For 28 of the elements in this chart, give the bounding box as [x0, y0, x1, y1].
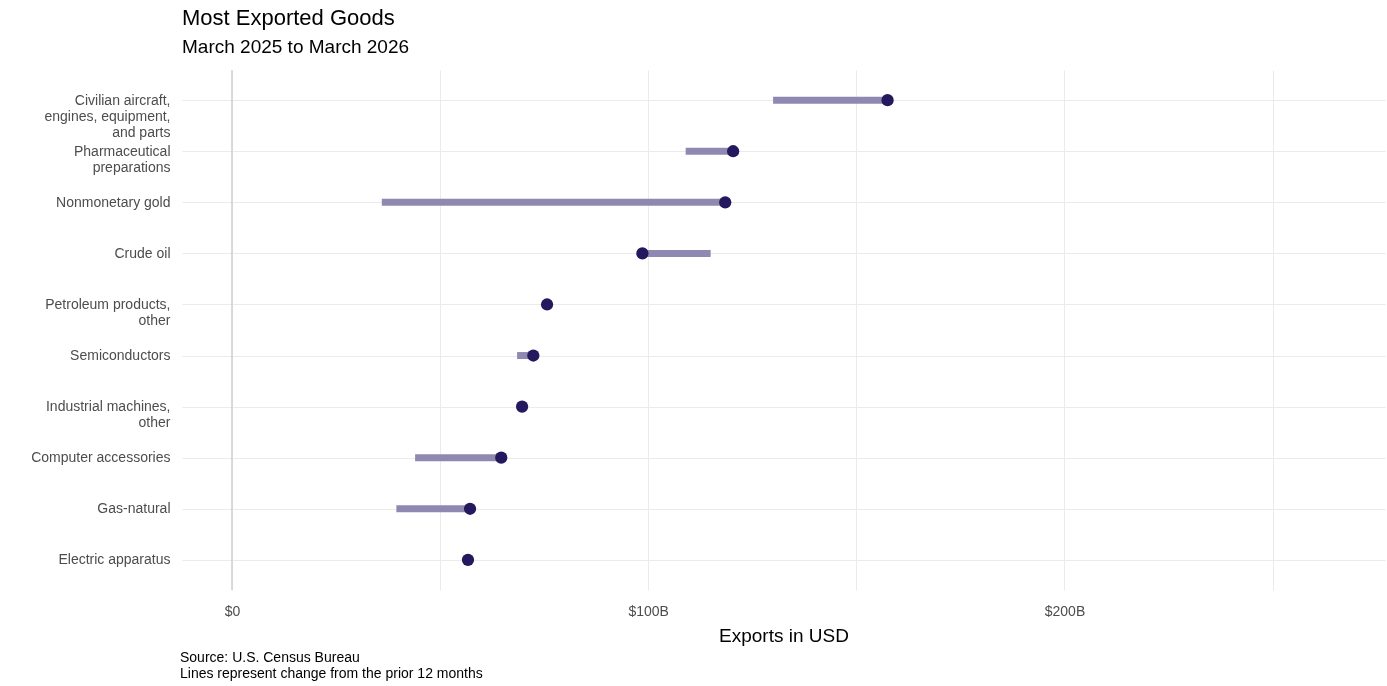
point — [461, 553, 475, 566]
y-tick-label: Nonmonetary gold — [56, 193, 171, 210]
point — [463, 502, 477, 515]
point — [495, 451, 508, 464]
y-tick-label: Semiconductors — [70, 347, 171, 364]
point — [719, 196, 732, 209]
y-tick-label: Gas-natural — [97, 500, 171, 517]
point — [636, 247, 649, 260]
point — [515, 400, 529, 413]
y-tick-label: Petroleum products, other — [45, 295, 171, 328]
source-note: Source: U.S. Census Bureau — [180, 649, 361, 665]
point — [540, 298, 554, 311]
chart-title: Most Exported Goods — [182, 4, 395, 30]
point — [527, 349, 540, 362]
point — [727, 145, 740, 158]
point — [881, 94, 894, 107]
y-tick-label: Computer accessories — [31, 449, 171, 466]
y-tick-label: Industrial machines, other — [45, 398, 171, 431]
x-tick-label: $200B — [1044, 602, 1086, 619]
x-axis-title: Exports in USD — [719, 624, 849, 646]
y-tick-label: Pharmaceutical preparations — [74, 142, 171, 175]
text: Lines represent change from the prior 12 months — [180, 665, 483, 681]
y-tick-label: Crude oil — [114, 244, 171, 261]
chart-subtitle: March 2025 to March 2026 — [182, 35, 410, 57]
x-tick-label: $0 — [224, 602, 241, 619]
x-tick-label: $100B — [628, 602, 669, 619]
y-tick-label: Electric apparatus — [58, 551, 171, 568]
y-tick-label: Civilian aircraft, engines, equipment, and parts — [44, 91, 171, 140]
